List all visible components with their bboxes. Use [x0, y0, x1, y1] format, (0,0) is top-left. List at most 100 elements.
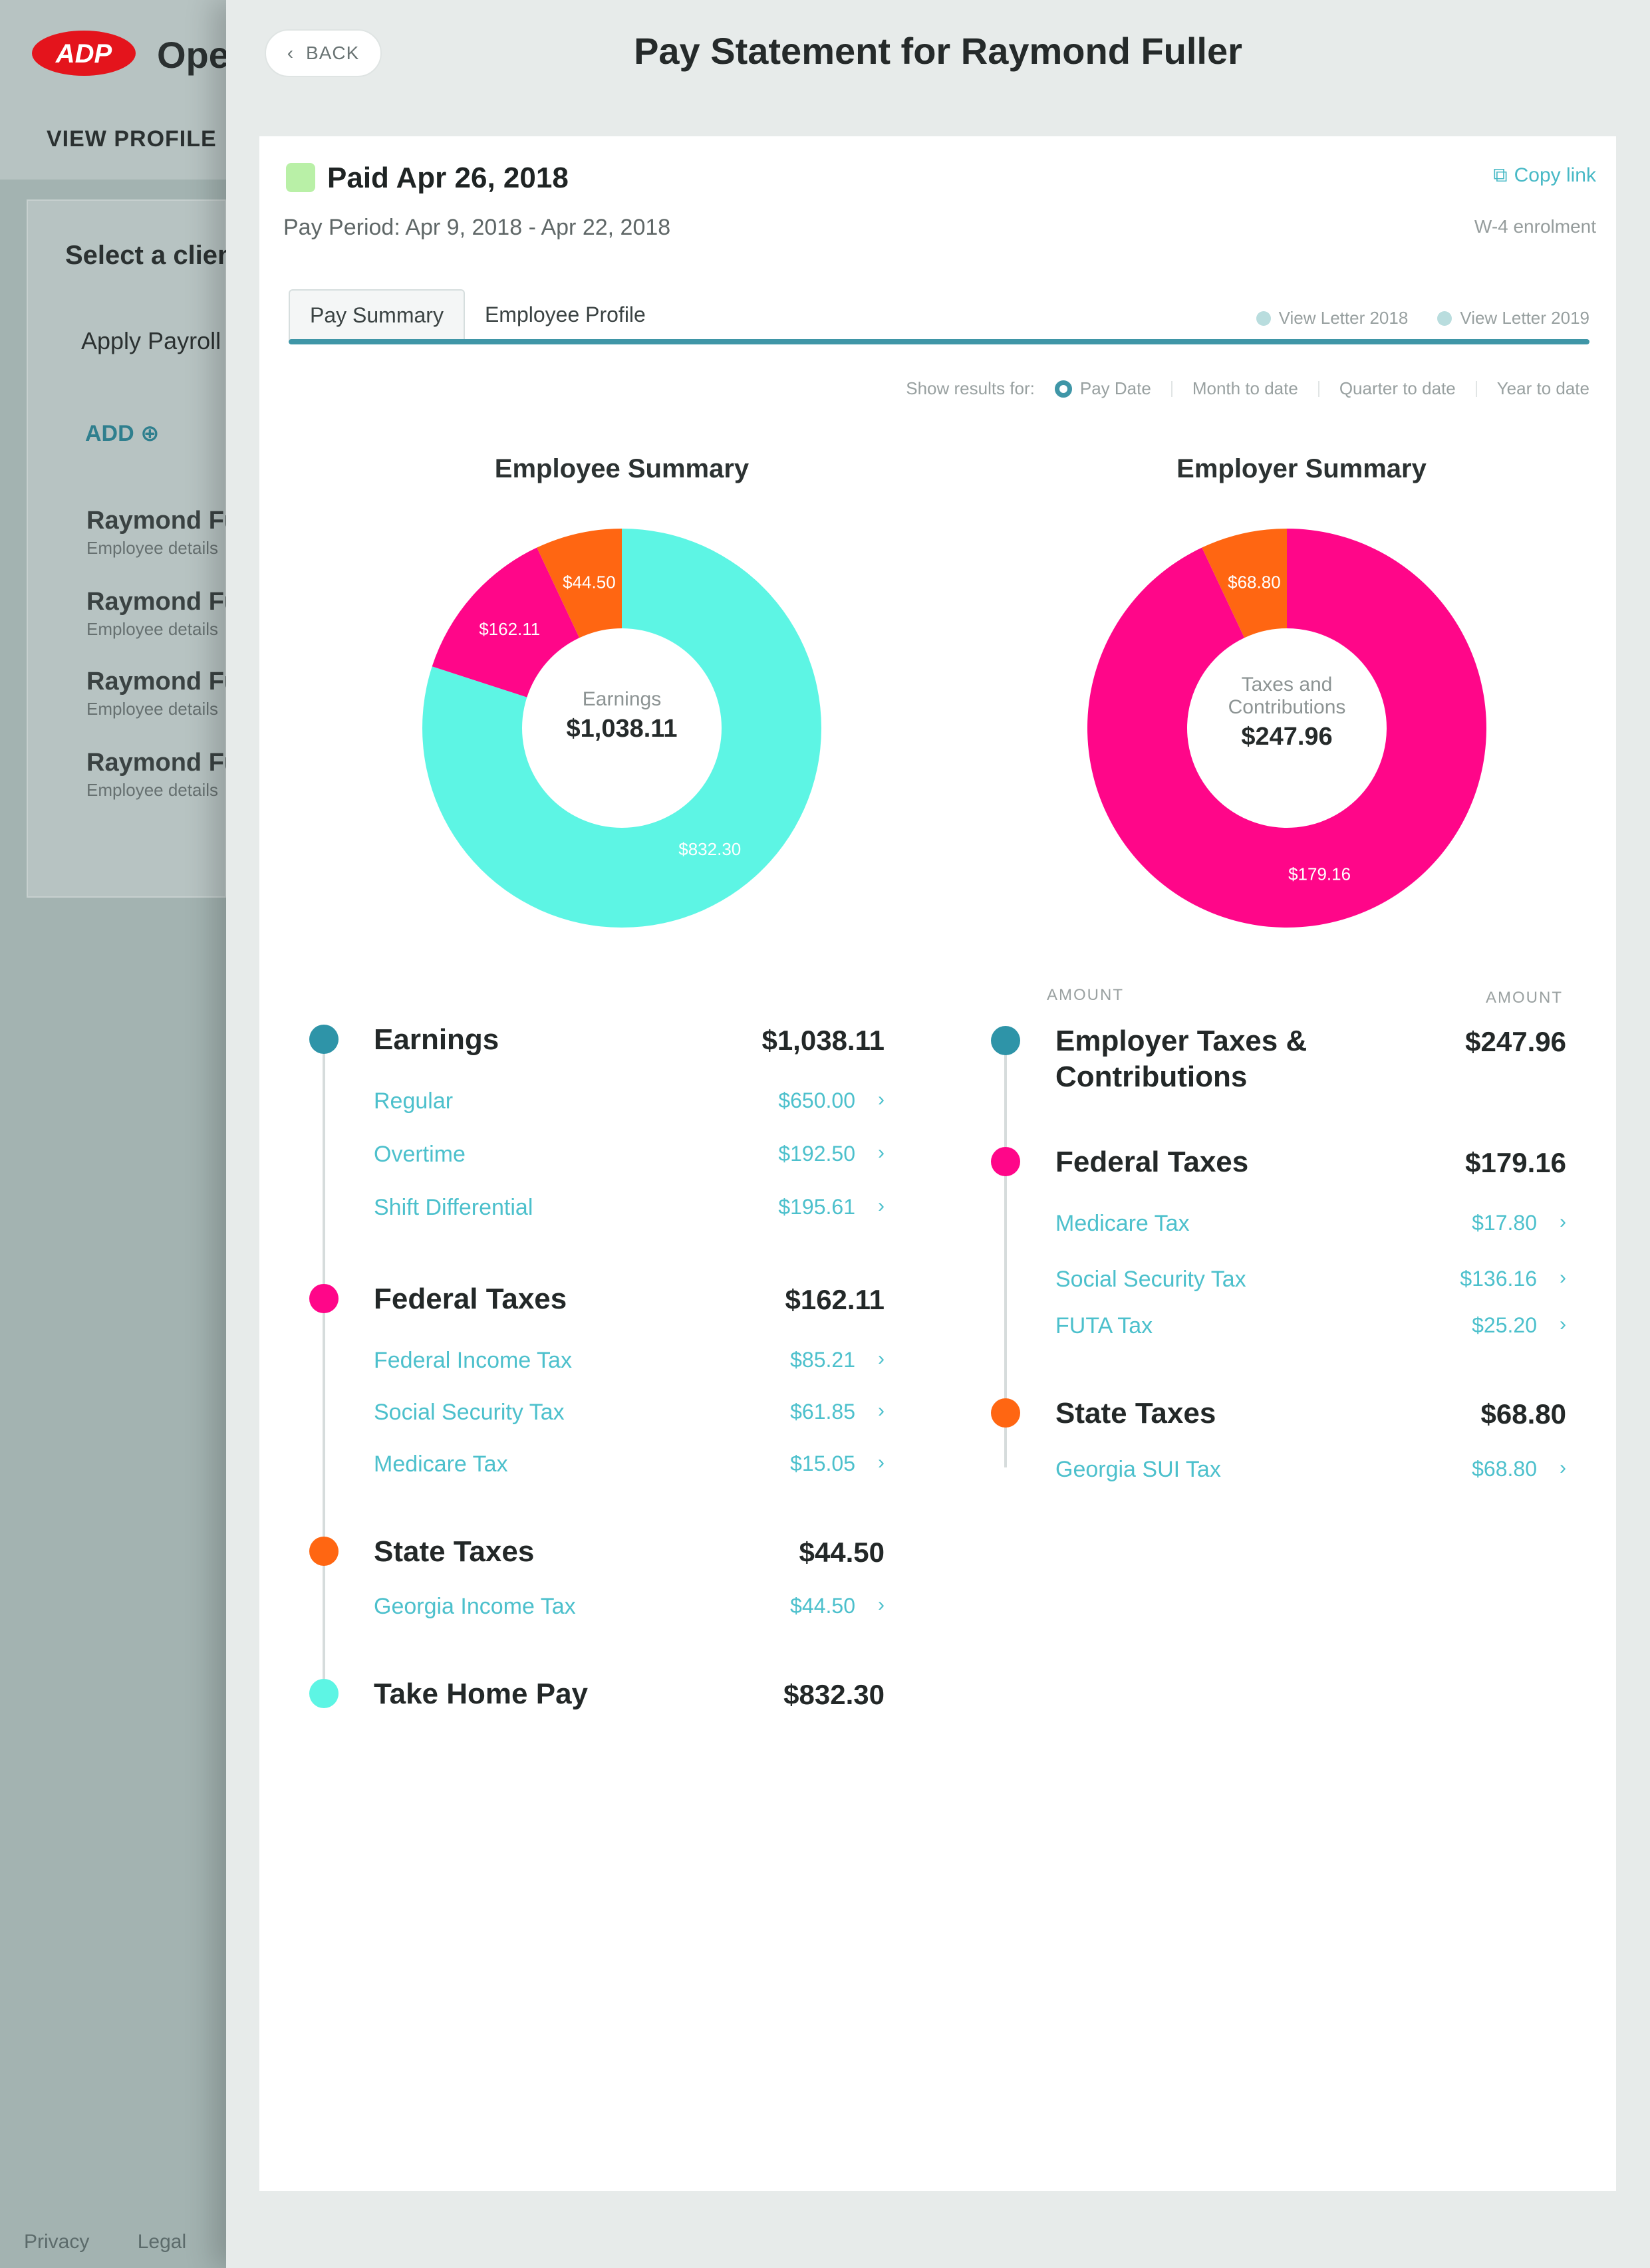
adp-logo: ADP [32, 31, 136, 76]
group-amount: $1,038.11 [761, 1025, 885, 1056]
item-label: Overtime [374, 1142, 466, 1167]
group-amount: $162.11 [785, 1284, 885, 1315]
tab-pay-summary[interactable]: Pay Summary [289, 289, 465, 340]
client-row-sub: Employee details [86, 538, 218, 558]
donut-slice-federal-taxes[interactable] [1087, 529, 1486, 928]
legal-link[interactable]: Legal [137, 2231, 187, 2253]
donut-center-value: $1,038.11 [566, 715, 678, 743]
employer-taxes-dot-icon [991, 1026, 1020, 1055]
client-row[interactable]: Raymond Fuller Employee details [86, 588, 278, 640]
item-amount: $61.85 [790, 1400, 855, 1424]
group-label: State Taxes [1055, 1397, 1216, 1430]
document-icon [1437, 311, 1452, 326]
client-row-sub: Employee details [86, 619, 218, 639]
group-label: Federal Taxes [374, 1283, 567, 1315]
donut-slice-federal-taxes[interactable] [432, 547, 580, 697]
group-label: Federal Taxes [1055, 1146, 1249, 1178]
breakdown-item[interactable]: Federal Income Tax $85.21 › [374, 1348, 885, 1381]
copy-link-label: Copy link [1514, 164, 1596, 186]
breakdown-item[interactable]: FUTA Tax $25.20 › [1055, 1313, 1566, 1346]
range-option-pay-date[interactable]: Pay Date [1054, 378, 1151, 399]
pay-period: Pay Period: Apr 9, 2018 - Apr 22, 2018 [283, 215, 671, 240]
earnings-dot-icon [309, 1025, 339, 1054]
client-row[interactable]: Raymond Fuller Employee details [86, 749, 278, 801]
employee-donut-svg: $832.30 $162.11 $44.50 [422, 529, 821, 928]
chevron-left-icon: ‹ [287, 43, 295, 63]
add-link[interactable]: ADD ⊕ [85, 421, 160, 446]
chevron-right-icon: › [878, 1348, 885, 1370]
tab-underline [289, 339, 1589, 344]
range-option-year[interactable]: Year to date [1497, 378, 1589, 399]
chevron-right-icon: › [1560, 1211, 1566, 1233]
client-panel: Select a client Apply Payroll ADD ⊕ Raym… [27, 199, 277, 898]
breakdown-item[interactable]: Georgia Income Tax $44.50 › [374, 1594, 885, 1627]
client-row[interactable]: Raymond Fuller Employee details [86, 507, 277, 559]
item-label: Georgia SUI Tax [1055, 1457, 1221, 1482]
breakdown-item[interactable]: Medicare Tax $17.80 › [1055, 1211, 1566, 1244]
back-button-label: BACK [306, 43, 360, 63]
range-option-label: Quarter to date [1339, 378, 1456, 398]
breakdown-item[interactable]: Shift Differential $195.61 › [374, 1195, 885, 1228]
view-profile-link[interactable]: VIEW PROFILE [47, 126, 217, 152]
range-option-label: Pay Date [1079, 378, 1151, 398]
donut-slice-state-taxes[interactable] [537, 529, 622, 638]
breakdown-item[interactable]: Regular $650.00 › [374, 1088, 885, 1122]
item-amount: $192.50 [778, 1142, 855, 1166]
client-row-sub: Employee details [86, 780, 218, 800]
privacy-link[interactable]: Privacy [24, 2231, 90, 2253]
client-row-name: Raymond Fuller [86, 588, 278, 616]
chevron-right-icon: › [1560, 1457, 1566, 1479]
employee-chart-title: Employee Summary [494, 454, 750, 483]
background-footer: Privacy Legal [24, 2231, 229, 2253]
group-amount: $179.16 [1465, 1147, 1566, 1178]
breakdown-item[interactable]: Overtime $192.50 › [374, 1142, 885, 1175]
tab-employee-profile[interactable]: Employee Profile [484, 302, 646, 326]
view-letter-link[interactable]: View Letter 2018 [1256, 308, 1408, 328]
range-option-quarter[interactable]: Quarter to date [1339, 378, 1456, 399]
group-amount: $68.80 [1480, 1398, 1566, 1430]
item-amount: $650.00 [778, 1088, 855, 1112]
chevron-right-icon: › [878, 1142, 885, 1164]
breakdown-item[interactable]: Medicare Tax $15.05 › [374, 1451, 885, 1485]
range-option-label: Month to date [1192, 378, 1298, 398]
item-amount: $195.61 [778, 1195, 855, 1219]
donut-slice-take-home-pay[interactable] [422, 529, 821, 928]
state-taxes-dot-icon [309, 1537, 339, 1566]
copy-link-button[interactable]: ⧉ Copy link [1493, 164, 1596, 187]
statement-tabs: Pay Summary Employee Profile [289, 289, 666, 340]
donut-slice-label: $832.30 [678, 839, 741, 859]
view-letter-link[interactable]: View Letter 2019 [1437, 308, 1589, 328]
document-icon [1256, 311, 1271, 326]
item-amount: $136.16 [1460, 1267, 1537, 1291]
donut-center-label: Taxes and Contributions [1228, 674, 1346, 718]
chevron-right-icon: › [878, 1451, 885, 1473]
range-option-month[interactable]: Month to date [1192, 378, 1298, 399]
amount-column-header: AMOUNT [1486, 989, 1563, 1007]
item-amount: $68.80 [1472, 1457, 1537, 1481]
employee-donut-center: Earnings $1,038.11 [416, 688, 828, 743]
amount-column-header: AMOUNT [1047, 986, 1124, 1004]
breakdown-item[interactable]: Social Security Tax $136.16 › [1055, 1267, 1566, 1300]
item-label: Social Security Tax [1055, 1267, 1246, 1292]
item-amount: $85.21 [790, 1348, 855, 1372]
client-row[interactable]: Raymond Fuller Employee details [86, 668, 277, 719]
group-label: Earnings [374, 1023, 499, 1056]
divider [1317, 380, 1319, 397]
client-panel-title: Select a client [65, 241, 243, 270]
divider [1475, 380, 1477, 397]
client-row-name: Raymond Fuller [86, 749, 278, 777]
range-option-label: Year to date [1496, 378, 1589, 398]
divider [1170, 380, 1172, 397]
view-letter-links: View Letter 2018 View Letter 2019 [1256, 308, 1589, 328]
back-button[interactable]: ‹ BACK [265, 29, 382, 77]
donut-slice-state-taxes[interactable] [1202, 529, 1287, 638]
employee-donut-chart: $832.30 $162.11 $44.50 Earnings $1,038.11 [416, 522, 828, 934]
federal-taxes-dot-icon [991, 1147, 1020, 1176]
item-label: Social Security Tax [374, 1400, 565, 1425]
item-label: Medicare Tax [374, 1451, 508, 1477]
breakdown-item[interactable]: Social Security Tax $61.85 › [374, 1400, 885, 1433]
enrolment-link[interactable]: W-4 enrolment [1474, 216, 1596, 237]
timeline-line [323, 1041, 325, 1705]
breakdown-item[interactable]: Georgia SUI Tax $68.80 › [1055, 1457, 1566, 1490]
client-select[interactable]: Apply Payroll [81, 327, 221, 354]
